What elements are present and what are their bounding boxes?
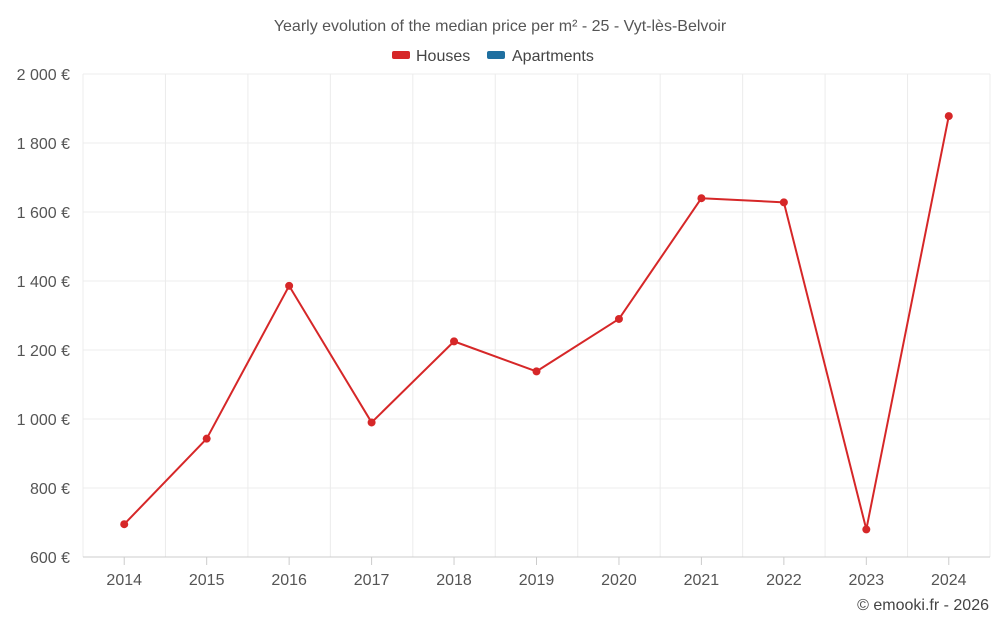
- x-tick-label: 2019: [519, 572, 555, 589]
- data-point[interactable]: [944, 112, 953, 121]
- x-tick-label: 2021: [684, 572, 720, 589]
- x-tick-label: 2020: [601, 572, 637, 589]
- y-tick-label: 600 €: [30, 550, 70, 567]
- legend-item-apartments[interactable]: Apartments: [487, 48, 594, 65]
- x-tick-label: 2024: [931, 572, 967, 589]
- legend-item-houses[interactable]: Houses: [392, 48, 470, 65]
- data-point[interactable]: [285, 281, 294, 290]
- credit-text: © emooki.fr - 2026: [857, 597, 989, 614]
- y-tick-label: 1 200 €: [17, 343, 70, 360]
- y-tick-label: 1 800 €: [17, 136, 70, 153]
- data-point[interactable]: [202, 434, 211, 443]
- data-point[interactable]: [697, 194, 706, 203]
- data-point[interactable]: [367, 418, 376, 427]
- x-tick-label: 2015: [189, 572, 225, 589]
- y-tick-label: 1 000 €: [17, 412, 70, 429]
- legend-swatch-apartments: [487, 51, 505, 59]
- data-point[interactable]: [779, 198, 788, 207]
- legend: Houses Apartments: [392, 48, 594, 65]
- data-point[interactable]: [614, 314, 623, 323]
- y-tick-label: 2 000 €: [17, 67, 70, 84]
- x-tick-label: 2023: [849, 572, 885, 589]
- x-tick-label: 2022: [766, 572, 802, 589]
- data-point[interactable]: [532, 367, 541, 376]
- x-tick-label: 2014: [106, 572, 142, 589]
- x-tick-label: 2016: [271, 572, 307, 589]
- data-point[interactable]: [450, 337, 459, 346]
- plot-area: [120, 112, 953, 534]
- legend-label-apartments: Apartments: [512, 48, 594, 65]
- x-tick-label: 2018: [436, 572, 472, 589]
- data-point[interactable]: [862, 525, 871, 534]
- chart-title: Yearly evolution of the median price per…: [274, 18, 727, 35]
- legend-swatch-houses: [392, 51, 410, 59]
- y-tick-label: 1 400 €: [17, 274, 70, 291]
- axes: 600 € 800 € 1 000 € 1 200 € 1 400 € 1 600 € 1 …: [17, 67, 990, 589]
- y-tick-label: 1 600 €: [17, 205, 70, 222]
- data-point[interactable]: [120, 520, 129, 529]
- x-tick-label: 2017: [354, 572, 390, 589]
- grid: [82, 73, 991, 557]
- legend-label-houses: Houses: [416, 48, 470, 65]
- y-tick-label: 800 €: [30, 481, 70, 498]
